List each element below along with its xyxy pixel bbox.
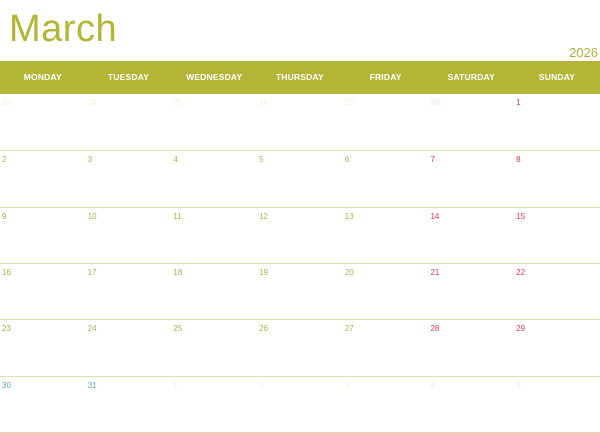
day-number: 1 [516,98,521,107]
year-label: 2026 [569,45,598,60]
day-cell[interactable]: 23 [0,94,86,150]
month-title: March [9,8,118,50]
weekday-friday: FRIDAY [369,72,402,82]
day-number: 30 [2,380,11,390]
day-number: 21 [430,267,440,277]
day-cell[interactable]: 3 [342,375,429,432]
day-number: 12 [259,211,268,221]
day-number: 27 [344,98,354,107]
day-cell[interactable]: 21 [428,262,515,319]
day-number: 24 [87,324,97,334]
day-cell[interactable]: 26 [257,94,343,150]
day-cell[interactable]: 6 [342,150,429,206]
day-cell[interactable]: 12 [257,206,343,263]
weekday-saturday: SATURDAY [447,72,495,82]
day-cell[interactable]: 31 [85,375,172,432]
day-cell[interactable]: 29 [514,319,600,375]
day-cell[interactable]: 11 [171,206,258,263]
day-number: 18 [173,267,183,277]
day-number: 26 [259,324,268,334]
day-cell[interactable]: 17 [85,262,172,319]
day-cell[interactable]: 30 [0,375,86,432]
day-cell[interactable]: 28 [428,94,514,150]
day-cell[interactable]: 7 [428,150,515,206]
day-number: 8 [516,155,521,165]
day-number: 29 [516,324,526,334]
day-cell[interactable]: 1 [171,375,258,432]
day-cell[interactable]: 24 [85,319,172,375]
day-number: 2 [2,155,7,165]
day-number: 4 [173,155,178,165]
weekday-header: MONDAY TUESDAY WEDNESDAY THURSDAY FRIDAY… [0,61,600,94]
day-number: 24 [87,98,97,107]
day-cell[interactable]: 8 [514,150,600,206]
weekday-tuesday: TUESDAY [107,72,150,82]
day-number: 2 [259,380,264,390]
day-number: 26 [259,98,268,107]
day-number: 6 [344,155,350,165]
day-cell[interactable]: 20 [342,262,429,319]
day-cell[interactable]: 22 [514,262,600,319]
day-number: 28 [430,98,440,107]
day-cell[interactable]: 28 [428,319,515,375]
day-cell[interactable]: 26 [257,319,343,375]
day-number: 1 [173,380,178,390]
day-cell[interactable]: 25 [171,94,257,150]
day-number: 25 [173,324,183,334]
day-number: 20 [344,267,354,277]
day-cell[interactable]: 3 [85,150,172,206]
day-number: 11 [173,211,182,221]
day-cell[interactable]: 1 [514,94,600,150]
day-cell[interactable]: 14 [428,206,515,263]
day-number: 9 [2,211,7,221]
day-cell[interactable]: 5 [514,375,600,432]
day-cell[interactable]: 27 [342,319,429,375]
day-number: 23 [2,98,11,107]
day-cell[interactable]: 9 [0,206,86,263]
day-number: 3 [344,380,350,390]
day-cell[interactable]: 16 [0,262,86,319]
day-cell[interactable]: 13 [342,206,429,263]
calendar-grid: 23 24 25 26 27 28 1 2 3 4 5 6 7 8 9 10 11 12 13 14 15 16 17 18 1… [0,94,600,433]
day-number: 27 [344,324,354,334]
day-number: 16 [2,267,11,277]
day-number: 28 [430,324,440,334]
weekday-wednesday: WEDNESDAY [186,72,243,82]
day-number: 19 [259,267,268,277]
weekday-sunday: SUNDAY [538,72,576,82]
day-cell[interactable]: 15 [514,206,600,263]
weekday-monday: MONDAY [23,72,62,82]
day-number: 13 [344,211,354,221]
day-number: 17 [87,267,97,277]
day-number: 23 [2,324,11,334]
day-number: 4 [430,380,435,390]
day-number: 22 [516,267,526,277]
day-cell[interactable]: 19 [257,262,343,319]
day-cell[interactable]: 2 [0,150,86,206]
day-number: 7 [430,155,435,165]
day-number: 3 [87,155,93,165]
day-cell[interactable]: 10 [85,206,172,263]
day-cell[interactable]: 18 [171,262,258,319]
day-cell[interactable]: 27 [343,94,429,150]
day-number: 14 [430,211,440,221]
day-number: 31 [87,380,97,390]
day-number: 25 [173,98,183,107]
day-number: 5 [516,380,521,390]
day-number: 5 [259,155,264,165]
day-cell[interactable]: 4 [428,375,515,432]
day-cell[interactable]: 23 [0,319,86,375]
day-number: 10 [87,211,97,221]
day-number: 15 [516,211,526,221]
day-cell[interactable]: 24 [86,94,172,150]
day-cell[interactable]: 25 [171,319,258,375]
weekday-thursday: THURSDAY [275,72,324,82]
day-cell[interactable]: 4 [171,150,258,206]
day-cell[interactable]: 2 [257,375,343,432]
day-cell[interactable]: 5 [257,150,343,206]
